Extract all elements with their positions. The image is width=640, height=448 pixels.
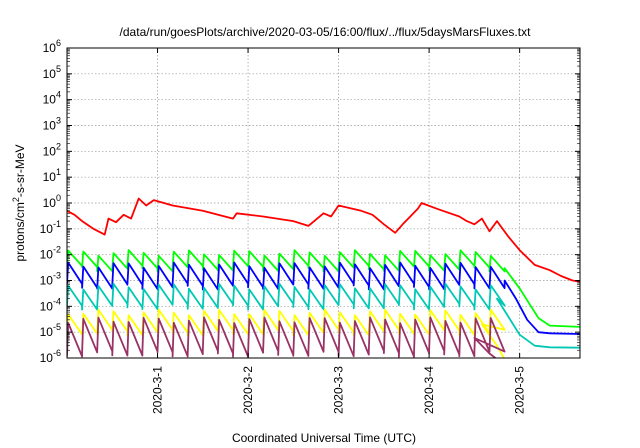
series-layer xyxy=(67,197,580,358)
y-tick-label: 10-3 xyxy=(40,271,61,288)
x-tick-label: 2020-3-1 xyxy=(151,366,165,414)
y-tick-label: 10-1 xyxy=(40,219,61,236)
y-axis-label-rest: -s-sr-MeV xyxy=(13,144,27,197)
y-axis-label-unit: protons/cm xyxy=(13,202,27,261)
x-tick-label: 2020-3-4 xyxy=(422,366,436,414)
y-tick-label: 10-5 xyxy=(40,322,61,339)
y-tick-label: 103 xyxy=(43,116,61,133)
y-tick-label: 10-2 xyxy=(40,245,61,262)
y-tick-label: 100 xyxy=(43,193,61,210)
series-line xyxy=(67,308,506,358)
series-line xyxy=(67,197,580,283)
x-tick-label: 2020-3-5 xyxy=(513,366,527,414)
y-axis-label: protons/cm2-s-sr-MeV xyxy=(11,144,27,261)
y-tick-label: 104 xyxy=(43,90,61,107)
series-line xyxy=(67,249,580,328)
series-line xyxy=(67,282,580,349)
y-axis-label-exponent: 2 xyxy=(11,197,21,202)
x-axis-ticks: 2020-3-1 2020-3-2 2020-3-3 2020-3-4 2020-3-5 xyxy=(151,48,527,414)
y-axis-ticks: 10-6 10-5 10-4 10-3 10-2 10-1 100 101 102 103 104 1… xyxy=(40,38,580,365)
x-tick-label: 2020-3-2 xyxy=(241,366,255,414)
y-tick-label: 105 xyxy=(43,64,61,81)
y-tick-label: 10-4 xyxy=(40,296,61,313)
x-axis-label: Coordinated Universal Time (UTC) xyxy=(232,431,416,445)
chart-title: /data/run/goesPlots/archive/2020-03-05/1… xyxy=(120,25,532,39)
series-line xyxy=(67,316,506,358)
y-tick-label: 10-6 xyxy=(40,348,61,365)
x-tick-label: 2020-3-3 xyxy=(332,366,346,414)
y-tick-label: 102 xyxy=(43,141,61,158)
y-tick-label: 106 xyxy=(43,38,61,55)
series-line xyxy=(67,261,580,335)
y-tick-label: 101 xyxy=(43,167,61,184)
